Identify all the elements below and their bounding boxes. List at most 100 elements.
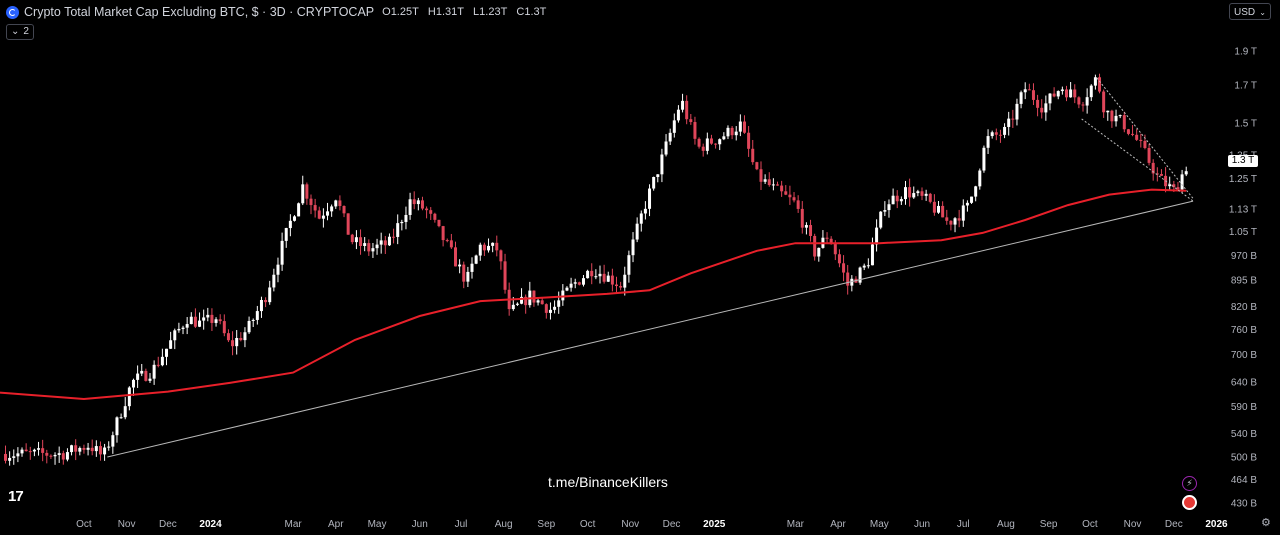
candle	[941, 201, 945, 218]
candle	[127, 386, 131, 411]
x-axis[interactable]: Oct Nov Dec 2024 Mar Apr May Jun Jul Aug Sep Oct Nov…	[76, 519, 1228, 530]
candle	[288, 214, 292, 237]
candle	[821, 230, 825, 249]
candle	[24, 443, 28, 452]
candle	[668, 128, 672, 145]
candle	[664, 134, 668, 157]
x-tick-label: May	[870, 519, 889, 530]
y-axis[interactable]: 1.9 T1.7 T1.5 T1.35 T1.25 T1.13 T1.05 T9…	[1229, 47, 1257, 510]
candle	[676, 105, 680, 123]
x-tick-label: Oct	[1082, 519, 1098, 530]
candle	[41, 439, 45, 462]
candle	[540, 298, 544, 305]
ohlc-readout: O1.25T H1.31T L1.23T C1.3T	[382, 6, 552, 18]
candle	[978, 168, 982, 190]
candle	[449, 233, 453, 249]
candle	[813, 233, 817, 261]
candle	[445, 238, 449, 243]
flag-icon[interactable]	[1182, 495, 1197, 510]
candle	[255, 305, 259, 325]
candle	[965, 200, 969, 212]
candle	[520, 288, 524, 305]
candle	[103, 443, 107, 461]
candle	[875, 219, 879, 252]
candle	[78, 446, 82, 456]
candle	[185, 317, 189, 335]
candle	[140, 363, 144, 377]
candle	[697, 137, 701, 149]
y-tick-label: 540 B	[1231, 429, 1257, 440]
candle	[152, 360, 156, 385]
x-tick-label: Apr	[830, 519, 846, 530]
candle	[928, 192, 932, 204]
candle	[111, 431, 115, 454]
candle	[272, 268, 276, 292]
tradingview-logo-icon[interactable]: 17	[8, 488, 24, 505]
candle	[771, 178, 775, 191]
candle	[738, 114, 742, 137]
gear-icon[interactable]: ⚙	[1261, 517, 1271, 529]
candle	[1164, 167, 1168, 193]
candle	[619, 281, 623, 291]
candle	[1139, 133, 1143, 148]
candle	[482, 242, 486, 257]
candle	[515, 302, 519, 306]
candle	[792, 192, 796, 203]
candle	[28, 446, 32, 460]
candle	[553, 300, 557, 314]
candle	[784, 185, 788, 196]
candle	[61, 450, 65, 465]
candle	[581, 275, 585, 287]
candle	[842, 255, 846, 282]
support-trendline	[107, 200, 1194, 458]
candle	[503, 253, 507, 294]
chevron-down-icon: ⌄	[11, 26, 20, 37]
candle	[309, 194, 313, 215]
candle	[264, 297, 268, 308]
candle	[425, 206, 429, 219]
x-tick-label: Dec	[1165, 519, 1183, 530]
candle	[1085, 88, 1089, 114]
candle	[239, 332, 243, 342]
y-tick-label: 464 B	[1231, 475, 1257, 486]
candle	[1114, 109, 1118, 127]
candle	[367, 239, 371, 256]
candle	[1098, 73, 1102, 94]
candle	[1131, 125, 1135, 137]
high-value: 1.31T	[435, 6, 464, 18]
candle	[416, 197, 420, 211]
candle	[90, 439, 94, 456]
candle	[953, 217, 957, 233]
y-tick-label: 895 B	[1231, 275, 1257, 286]
candle	[557, 291, 561, 314]
candle	[98, 441, 102, 461]
currency-select[interactable]: USD ⌄	[1229, 3, 1271, 20]
candle	[1064, 85, 1068, 102]
candle	[742, 115, 746, 134]
candle	[1180, 169, 1184, 193]
candle	[363, 237, 367, 252]
candle	[1106, 110, 1110, 121]
candle	[1007, 111, 1011, 136]
candle	[1102, 89, 1106, 118]
candle	[119, 413, 123, 419]
x-tick-label: Aug	[495, 519, 513, 530]
candle	[1027, 83, 1031, 91]
candle	[903, 180, 907, 205]
candle	[590, 263, 594, 285]
candle	[1036, 94, 1040, 117]
bolt-icon[interactable]: ⚡	[1182, 476, 1197, 491]
candle	[718, 138, 722, 151]
candle	[932, 194, 936, 216]
candle	[474, 254, 478, 265]
candle	[701, 143, 705, 157]
y-tick-label: 1.13 T	[1229, 205, 1257, 216]
x-tick-label: 2024	[199, 519, 222, 530]
cryptocap-logo-icon	[6, 5, 19, 19]
candle	[615, 276, 619, 294]
candle	[1023, 82, 1027, 100]
candle	[45, 449, 49, 464]
indicators-toggle-button[interactable]: ⌄ 2	[6, 24, 34, 40]
candle	[986, 129, 990, 155]
